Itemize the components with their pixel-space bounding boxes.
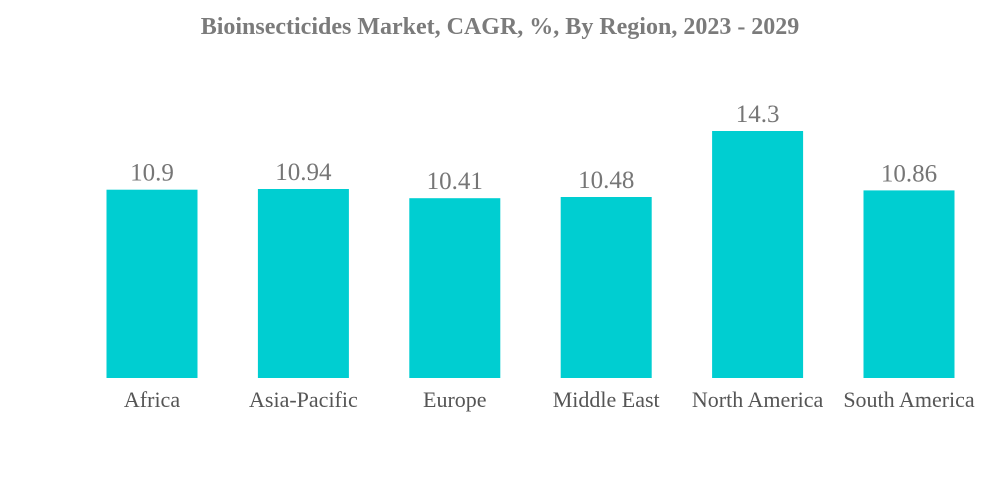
bars-group	[106, 131, 955, 378]
bar-middle-east	[560, 197, 652, 378]
value-label: 10.48	[578, 167, 634, 194]
bar-asia-pacific	[257, 189, 349, 378]
category-label: Europe	[423, 387, 487, 412]
value-label: 10.9	[130, 160, 174, 187]
category-label: North America	[692, 387, 824, 412]
category-label: South America	[843, 387, 975, 412]
value-labels-group: 10.9 10.94 10.41 10.48 14.3 10.86	[130, 101, 937, 195]
bar-north-america	[712, 131, 804, 378]
value-label: 10.86	[881, 160, 937, 187]
category-label: Middle East	[553, 387, 660, 412]
bar-europe	[409, 198, 501, 378]
chart-title: Bioinsecticides Market, CAGR, %, By Regi…	[200, 14, 800, 40]
value-label: 10.41	[427, 168, 483, 195]
value-label: 10.94	[275, 159, 332, 186]
bar-africa	[106, 189, 198, 378]
category-labels-group: Africa Asia-Pacific Europe Middle East North…	[124, 387, 975, 412]
value-label: 14.3	[736, 101, 780, 128]
category-label: Africa	[124, 387, 180, 412]
bar-south-america	[863, 190, 955, 378]
category-label: Asia-Pacific	[249, 387, 358, 412]
